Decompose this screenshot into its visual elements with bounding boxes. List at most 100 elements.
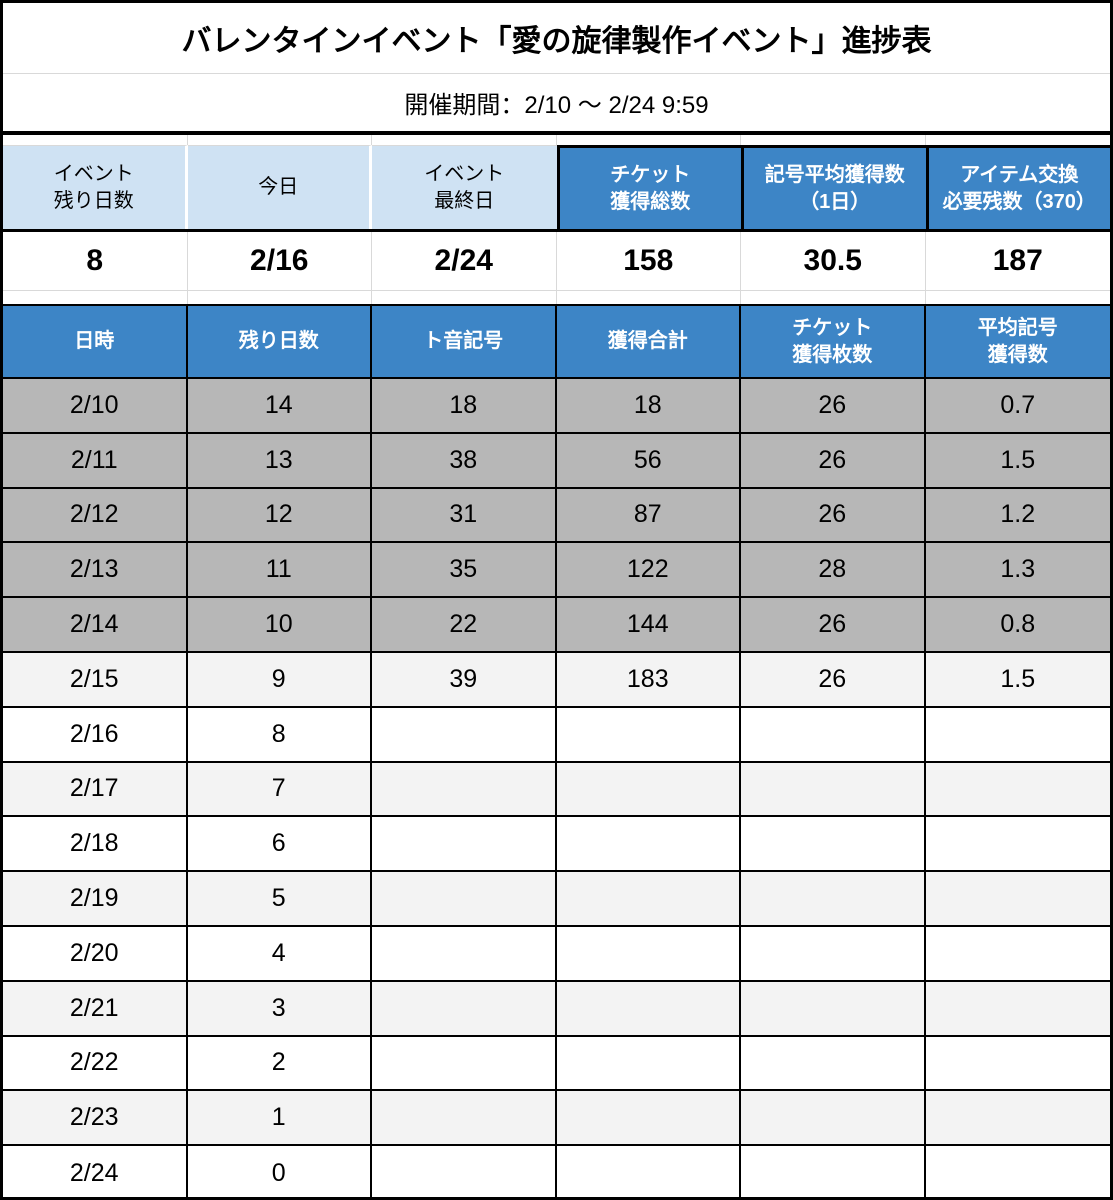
summary-header-row: イベント 残り日数 今日 イベント 最終日 チケット 獲得総数 記号平均獲得数 （1日）… xyxy=(3,145,1110,232)
table-cell-date: 2/19 xyxy=(3,872,188,927)
table-cell-remaining: 0 xyxy=(187,1146,372,1197)
table-cell-remaining: 8 xyxy=(187,707,372,763)
table-cell-remaining: 3 xyxy=(187,981,372,1037)
summary-value-cell: 8 xyxy=(3,232,188,290)
table-cell-total xyxy=(556,1146,741,1197)
event-period: 開催期間：2/10 〜 2/24 9:59 xyxy=(3,74,1110,135)
table-header-cell: チケット 獲得枚数 xyxy=(741,304,926,379)
summary-header-cell: アイテム交換 必要残数（370） xyxy=(925,145,1110,229)
summary-header-cell: イベント 残り日数 xyxy=(3,145,188,229)
table-header-row: 日時 残り日数 ト音記号 獲得合計 チケット 獲得枚数 平均記号 獲得数 xyxy=(3,304,1110,379)
table-cell-tickets xyxy=(741,1146,926,1197)
table-cell-remaining: 6 xyxy=(187,817,372,873)
table-row: 2/21 3 xyxy=(3,981,1110,1037)
table-cell-tickets: 26 xyxy=(741,598,926,653)
table-cell-total: 144 xyxy=(556,598,741,653)
table-cell-avg: 0.7 xyxy=(925,379,1110,434)
table-cell-date: 2/18 xyxy=(3,817,188,873)
table-row: 2/11 13 38 56 26 1.5 xyxy=(3,433,1110,489)
summary-value-cell: 2/16 xyxy=(188,232,372,290)
table-cell-date: 2/12 xyxy=(3,488,188,544)
table-cell-avg xyxy=(925,1036,1110,1092)
spacer-row-top xyxy=(3,135,1110,145)
table-row: 2/10 14 18 18 26 0.7 xyxy=(3,379,1110,434)
table-cell-clef xyxy=(372,707,557,763)
table-header-cell: ト音記号 xyxy=(372,304,557,379)
table-cell-clef: 39 xyxy=(372,652,557,708)
table-cell-total: 18 xyxy=(556,379,741,434)
table-cell-avg xyxy=(925,981,1110,1037)
table-cell-tickets: 26 xyxy=(741,488,926,544)
table-cell-total: 122 xyxy=(556,543,741,599)
table-cell-remaining: 5 xyxy=(187,872,372,927)
table-cell-total: 183 xyxy=(556,652,741,708)
table-cell-date: 2/13 xyxy=(3,543,188,599)
table-cell-date: 2/10 xyxy=(3,379,188,434)
table-cell-remaining: 10 xyxy=(187,598,372,653)
table-cell-tickets: 28 xyxy=(741,543,926,599)
table-cell-remaining: 2 xyxy=(187,1036,372,1092)
table-cell-remaining: 14 xyxy=(187,379,372,434)
table-row: 2/13 11 35 122 28 1.3 xyxy=(3,543,1110,599)
table-cell-total xyxy=(556,1091,741,1147)
table-cell-avg xyxy=(925,707,1110,763)
table-cell-total xyxy=(556,707,741,763)
table-cell-clef: 35 xyxy=(372,543,557,599)
table-cell-total xyxy=(556,762,741,818)
summary-value-cell: 2/24 xyxy=(372,232,557,290)
table-cell-remaining: 7 xyxy=(187,762,372,818)
table-cell-clef: 38 xyxy=(372,433,557,489)
table-row: 2/24 0 xyxy=(3,1146,1110,1197)
page-title: バレンタインイベント「愛の旋律製作イベント」進捗表 xyxy=(3,3,1110,74)
table-cell-tickets xyxy=(741,1091,926,1147)
table-row: 2/12 12 31 87 26 1.2 xyxy=(3,488,1110,544)
summary-header-cell: イベント 最終日 xyxy=(372,145,557,229)
table-cell-date: 2/11 xyxy=(3,433,188,489)
table-cell-tickets: 26 xyxy=(741,433,926,489)
table-cell-clef xyxy=(372,1091,557,1147)
table-cell-total xyxy=(556,1036,741,1092)
table-header-cell: 残り日数 xyxy=(187,304,372,379)
table-row: 2/17 7 xyxy=(3,762,1110,818)
summary-value-cell: 158 xyxy=(557,232,741,290)
summary-header-cell: 記号平均獲得数 （1日） xyxy=(741,145,926,229)
table-row: 2/16 8 xyxy=(3,707,1110,763)
table-row: 2/23 1 xyxy=(3,1091,1110,1147)
table-cell-remaining: 13 xyxy=(187,433,372,489)
table-header-cell: 日時 xyxy=(3,304,188,379)
table-cell-date: 2/17 xyxy=(3,762,188,818)
table-row: 2/14 10 22 144 26 0.8 xyxy=(3,598,1110,653)
table-cell-tickets xyxy=(741,1036,926,1092)
summary-value-row: 8 2/16 2/24 158 30.5 187 xyxy=(3,232,1110,291)
table-cell-date: 2/20 xyxy=(3,926,188,982)
table-cell-avg: 1.5 xyxy=(925,652,1110,708)
table-cell-date: 2/16 xyxy=(3,707,188,763)
table-cell-avg xyxy=(925,817,1110,873)
table-cell-clef: 22 xyxy=(372,598,557,653)
page-title-text: バレンタインイベント「愛の旋律製作イベント」進捗表 xyxy=(181,25,932,58)
table-header-cell: 獲得合計 xyxy=(556,304,741,379)
table-cell-tickets xyxy=(741,926,926,982)
summary-header-cell: チケット 獲得総数 xyxy=(556,145,741,229)
table-cell-remaining: 11 xyxy=(187,543,372,599)
summary-value-cell: 187 xyxy=(992,244,1043,277)
table-cell-tickets xyxy=(741,707,926,763)
table-cell-clef: 31 xyxy=(372,488,557,544)
table-cell-total: 87 xyxy=(556,488,741,544)
table-cell-date: 2/14 xyxy=(3,598,188,653)
table-cell-clef xyxy=(372,872,557,927)
table-cell-tickets: 26 xyxy=(741,652,926,708)
table-cell-remaining: 12 xyxy=(187,488,372,544)
summary-value-cell: 30.5 xyxy=(741,232,926,290)
table-cell-remaining: 9 xyxy=(187,652,372,708)
table-cell-remaining: 1 xyxy=(187,1091,372,1147)
table-cell-clef xyxy=(372,981,557,1037)
table-cell-clef xyxy=(372,762,557,818)
table-cell-avg xyxy=(925,872,1110,927)
event-period-text: 開催期間：2/10 〜 2/24 9:59 xyxy=(404,92,709,119)
table-cell-avg: 0.8 xyxy=(925,598,1110,653)
table-header-cell: 平均記号 獲得数 xyxy=(925,304,1110,379)
table-cell-avg: 1.5 xyxy=(925,433,1110,489)
table-row: 2/19 5 xyxy=(3,872,1110,927)
table-cell-tickets: 26 xyxy=(741,379,926,434)
